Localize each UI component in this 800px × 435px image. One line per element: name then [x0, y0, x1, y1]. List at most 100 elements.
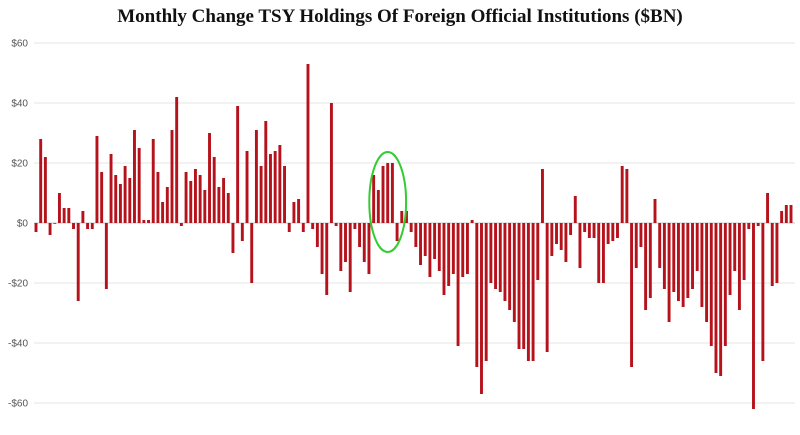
bar [386, 163, 390, 223]
bar [451, 223, 455, 274]
bar [752, 223, 755, 409]
bar [81, 211, 85, 223]
bar [306, 64, 310, 223]
bar [315, 223, 319, 247]
bar [747, 223, 751, 229]
bar [578, 223, 582, 268]
bar [264, 121, 268, 223]
bar [564, 223, 568, 262]
bar [161, 202, 165, 223]
bar [541, 169, 544, 223]
bar [414, 223, 418, 247]
bar [76, 223, 80, 301]
bar [653, 199, 657, 223]
bar [236, 106, 240, 223]
bar [250, 223, 254, 283]
bar [362, 223, 366, 262]
bar [461, 223, 465, 277]
bar [419, 223, 422, 265]
bar [644, 223, 648, 310]
bar [179, 223, 183, 226]
bar [95, 136, 99, 223]
bar [222, 178, 226, 223]
highlight-ellipse [368, 151, 408, 253]
y-tick-label: -$20 [8, 279, 28, 290]
bar [109, 154, 113, 223]
bar [484, 223, 488, 361]
bar [733, 223, 737, 271]
bar [287, 223, 291, 232]
bar [325, 223, 329, 295]
bar [766, 193, 770, 223]
bar [376, 190, 380, 223]
bar [681, 223, 685, 307]
bar [611, 223, 615, 241]
bar [601, 223, 605, 283]
bar [714, 223, 718, 373]
bar [583, 223, 587, 232]
bar [301, 223, 305, 232]
bar [283, 166, 286, 223]
bar [522, 223, 526, 349]
bar [770, 223, 774, 286]
bar [775, 223, 779, 283]
bar [53, 223, 57, 224]
bar [39, 139, 43, 223]
bar [709, 223, 713, 346]
bar [142, 220, 146, 223]
bar [470, 220, 474, 223]
bar [737, 223, 741, 310]
bar [648, 223, 652, 298]
bar [175, 97, 179, 223]
bar [742, 223, 746, 280]
bar [334, 223, 338, 226]
bar [367, 223, 371, 274]
bar [34, 223, 38, 232]
bar [297, 199, 301, 223]
bar [677, 223, 680, 301]
bar [662, 223, 666, 289]
bar [428, 223, 432, 277]
bar [634, 223, 638, 268]
bar [784, 205, 788, 223]
bar [592, 223, 596, 238]
bar [353, 223, 357, 229]
bar [381, 166, 385, 223]
bar [536, 223, 540, 280]
bar [133, 130, 136, 223]
bar [320, 223, 324, 274]
bar [292, 202, 296, 223]
bar [442, 223, 446, 295]
bar [193, 169, 197, 223]
bar [170, 130, 174, 223]
bar [67, 208, 71, 223]
bar [259, 166, 263, 223]
bar [128, 178, 132, 223]
bar [780, 211, 784, 223]
bar [137, 148, 141, 223]
bar [630, 223, 634, 367]
bar [358, 223, 362, 247]
bar [555, 223, 558, 244]
bar [184, 172, 188, 223]
bar [217, 187, 221, 223]
bar [86, 223, 90, 229]
bar [503, 223, 507, 301]
bar [245, 151, 249, 223]
bar [498, 223, 502, 292]
bar [447, 223, 451, 286]
bar [390, 163, 394, 223]
bar [587, 223, 591, 238]
y-tick-label: $40 [11, 99, 28, 110]
bar [526, 223, 530, 361]
bar [118, 184, 122, 223]
bar [395, 223, 399, 241]
bar [639, 223, 643, 247]
bar [437, 223, 441, 271]
bar [691, 223, 694, 289]
y-tick-label: $60 [11, 39, 28, 50]
bar [667, 223, 671, 322]
bar [278, 145, 282, 223]
bar [489, 223, 493, 283]
